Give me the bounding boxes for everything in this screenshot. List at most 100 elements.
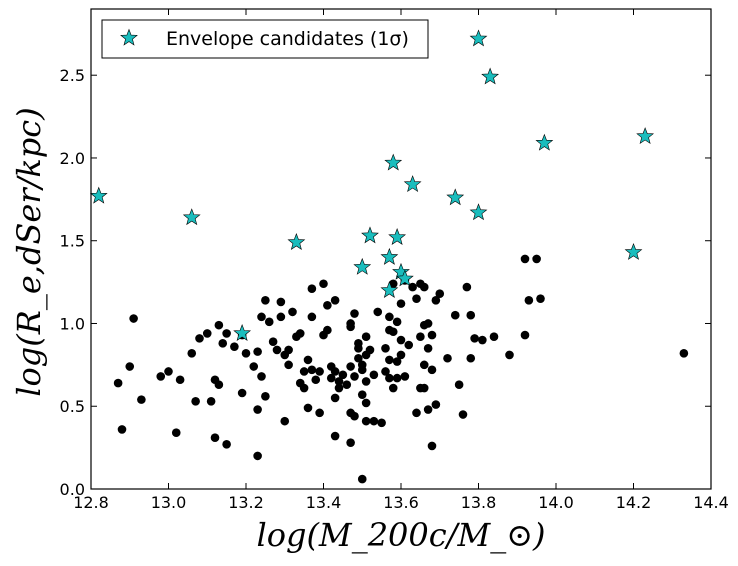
data-point-circle	[307, 312, 317, 322]
data-point-circle	[268, 337, 278, 346]
data-point-circle	[295, 329, 305, 338]
data-point-circle	[253, 451, 262, 461]
data-point-circle	[385, 312, 394, 322]
data-point-star	[469, 29, 488, 47]
data-point-circle	[470, 334, 479, 343]
data-point-circle	[214, 380, 224, 390]
data-point-circle	[117, 425, 127, 434]
x-tick-label: 13.2	[228, 493, 264, 512]
data-point-star	[89, 186, 108, 204]
legend-box	[101, 19, 429, 59]
data-point-circle	[357, 474, 367, 484]
data-point-circle	[404, 340, 414, 350]
data-point-circle	[156, 372, 166, 381]
data-point-circle	[408, 282, 417, 292]
data-point-circle	[253, 347, 262, 356]
data-point-circle	[323, 300, 332, 310]
y-tick-label: 1.5	[60, 232, 85, 251]
data-point-star	[380, 281, 399, 298]
data-point-circle	[315, 408, 324, 418]
data-point-circle	[187, 348, 197, 358]
data-point-circle	[299, 367, 309, 376]
data-point-circle	[284, 360, 293, 370]
data-point-star	[481, 67, 500, 85]
data-point-circle	[419, 360, 429, 370]
data-point-circle	[520, 330, 530, 340]
data-point-circle	[315, 367, 324, 376]
data-point-circle	[299, 383, 309, 393]
data-point-star	[182, 208, 201, 226]
data-point-circle	[264, 317, 274, 327]
data-point-circle	[458, 410, 468, 419]
data-point-circle	[323, 325, 332, 335]
data-point-circle	[276, 297, 286, 307]
data-point-circle	[222, 440, 231, 449]
data-point-circle	[427, 330, 437, 340]
data-point-circle	[416, 332, 425, 342]
data-point-circle	[354, 344, 363, 353]
data-point-circle	[427, 365, 437, 375]
data-point-circle	[536, 294, 545, 303]
data-point-circle	[392, 373, 402, 383]
legend: Envelope candidates (1σ)	[101, 19, 429, 59]
data-point-star	[624, 242, 643, 260]
data-point-circle	[257, 372, 266, 381]
data-point-circle	[478, 335, 487, 345]
data-point-circle	[412, 294, 421, 303]
data-point-circle	[400, 372, 410, 381]
data-point-circle	[276, 312, 286, 322]
data-point-circle	[206, 396, 216, 406]
data-point-circle	[679, 348, 689, 358]
data-point-circle	[381, 344, 390, 353]
data-point-circle	[338, 370, 348, 380]
data-point-circle	[195, 334, 204, 343]
y-axis-title: log(R_e,dSer/kpc)	[10, 107, 48, 396]
data-point-circle	[489, 332, 499, 342]
data-point-circle	[423, 405, 433, 414]
data-point-circle	[385, 373, 394, 383]
data-point-circle	[307, 365, 317, 375]
data-point-circle	[392, 317, 402, 327]
axis-ticks-layer: 12.8 13.0 13.2 13.4 13.6 13.8 14.0 14.2 14.4 0.0 0…	[60, 9, 729, 512]
data-point-circle	[396, 299, 406, 308]
data-point-circle	[396, 350, 406, 360]
data-point-circle	[396, 335, 406, 345]
data-point-circle	[303, 355, 313, 365]
data-point-circle	[357, 390, 367, 399]
data-point-circle	[164, 367, 173, 376]
data-point-circle	[350, 411, 359, 421]
data-point-circle	[388, 327, 398, 337]
data-point-circle	[520, 254, 530, 264]
data-point-circle	[381, 367, 390, 376]
x-tick-label: 12.8	[73, 493, 109, 512]
data-point-circle	[346, 362, 355, 371]
data-point-circle	[288, 307, 297, 317]
x-tick-label: 14.4	[693, 493, 729, 512]
data-point-circle	[272, 345, 282, 355]
data-point-circle	[257, 312, 266, 322]
data-point-circle	[392, 357, 402, 366]
data-point-circle	[412, 408, 421, 418]
data-point-circle	[466, 353, 476, 363]
y-tick-label: 1.0	[60, 314, 85, 333]
data-point-circle	[326, 373, 336, 383]
x-tick-label: 13.6	[383, 493, 419, 512]
data-point-circle	[261, 296, 270, 305]
legend-entry-label: Envelope candidates (1σ)	[166, 28, 409, 50]
data-point-circle	[125, 362, 135, 371]
y-tick-label: 0.5	[60, 397, 85, 416]
data-point-circle	[175, 375, 185, 385]
data-point-circle	[423, 319, 433, 328]
data-point-circle	[237, 388, 247, 398]
data-point-circle	[113, 378, 123, 388]
data-point-circle	[222, 329, 231, 338]
data-point-circle	[210, 433, 220, 442]
data-point-circle	[218, 339, 228, 348]
data-point-star	[446, 188, 465, 206]
data-point-star	[403, 175, 422, 193]
data-point-circle	[334, 377, 344, 386]
x-tick-label: 14.0	[538, 493, 574, 512]
data-point-circle	[419, 383, 429, 393]
data-point-circle	[357, 360, 367, 370]
data-point-circle	[385, 355, 394, 365]
